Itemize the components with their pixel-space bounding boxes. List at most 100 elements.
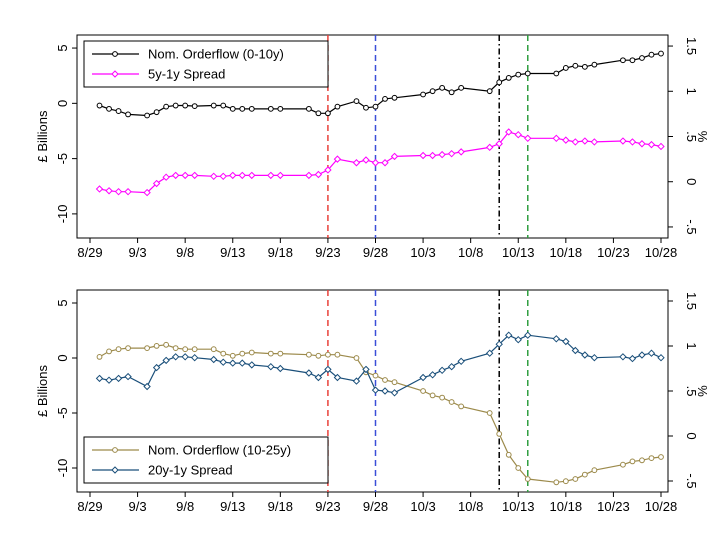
x-tick-label: 9/8 [176, 245, 194, 260]
series-point [629, 458, 636, 465]
series-point [172, 345, 179, 352]
series-point [171, 171, 180, 180]
series-point [248, 105, 255, 112]
series-point [229, 171, 237, 180]
series-point [639, 457, 645, 464]
series-point [333, 155, 342, 163]
series-point [591, 467, 598, 474]
series-point [571, 138, 580, 146]
series-point [144, 345, 151, 352]
series-point [562, 136, 570, 144]
series-point [391, 94, 398, 101]
series-point [381, 159, 389, 167]
legend-marker [111, 466, 119, 474]
series-point [162, 356, 170, 365]
chart-panel-1: 8/29 9/3 9/8 9/13 9/18 9/23 9/28 10/3 10/8 10/13 1… [35, 34, 707, 260]
x-tick-label: 10/13 [502, 245, 535, 260]
series-point [590, 353, 599, 362]
series-point [363, 104, 369, 111]
series-point [619, 137, 627, 145]
legend-label: Nom. Orderflow (10-25y) [148, 443, 291, 458]
series-point [190, 171, 199, 180]
series-point [210, 102, 217, 109]
series-point [229, 352, 236, 359]
series-point [106, 105, 112, 112]
series-line-1 [99, 334, 662, 394]
series-point [419, 151, 427, 160]
y-right-tick-label: .5 [684, 386, 699, 397]
series-point [181, 353, 189, 361]
series-point [447, 149, 456, 158]
series-point [106, 348, 112, 355]
series-point [620, 57, 626, 64]
series-point [248, 349, 255, 356]
series-point [163, 103, 170, 110]
y-left-tick-label: 0 [55, 354, 70, 361]
series-point [305, 171, 313, 180]
series-point [191, 103, 198, 109]
x-tick-label: 9/13 [220, 499, 245, 514]
series-point [96, 354, 103, 360]
series-point [95, 185, 104, 193]
series-point [276, 171, 285, 180]
series-point [562, 337, 570, 346]
series-point [486, 88, 493, 95]
series-point [277, 105, 284, 112]
x-tick-label: 9/28 [363, 245, 388, 260]
x-tick-label: 10/23 [597, 245, 630, 260]
series-point [305, 105, 312, 112]
series-point [353, 98, 360, 105]
series-point [657, 353, 665, 362]
x-tick-label: 9/3 [129, 499, 147, 514]
series-point [628, 138, 637, 146]
series-point [382, 96, 388, 102]
series-point [591, 61, 598, 68]
series-point [181, 171, 189, 180]
x-tick-label: 9/23 [315, 499, 340, 514]
series-point [505, 451, 512, 458]
series-point [619, 353, 627, 361]
series-point [562, 65, 569, 71]
series-point [163, 341, 170, 348]
series-point [124, 372, 132, 381]
series-line-0 [99, 344, 662, 483]
series-point [105, 187, 113, 195]
series-point [315, 110, 322, 117]
legend-marker [112, 447, 118, 453]
x-tick-label: 10/3 [410, 499, 435, 514]
y-left-tick-label: 5 [55, 299, 70, 306]
series-point [524, 134, 532, 143]
legend-label: Nom. Orderflow (0-10y) [148, 47, 284, 62]
series-point [191, 346, 198, 353]
series-point [590, 138, 599, 146]
series-point [429, 392, 436, 399]
series-point [182, 102, 189, 109]
series-point [562, 478, 569, 485]
series-point [171, 353, 180, 361]
x-tick-label: 10/3 [410, 245, 435, 260]
series-point [229, 359, 237, 367]
series-point [514, 335, 522, 344]
series-point [552, 335, 561, 343]
series-point [553, 70, 560, 77]
y-left-axis-title: £ Billions [35, 110, 50, 163]
series-point [152, 179, 161, 188]
series-line-0 [99, 53, 662, 117]
series-point [648, 455, 655, 462]
series-point [219, 358, 227, 366]
series-point [552, 134, 561, 143]
series-point [524, 331, 532, 339]
x-tick-label: 8/29 [77, 245, 102, 260]
series-point [115, 108, 122, 114]
x-tick-label: 10/23 [597, 499, 630, 514]
series-point [420, 388, 426, 394]
series-point [325, 110, 331, 117]
series-point [419, 373, 427, 382]
series-point [152, 363, 161, 372]
series-point [305, 369, 313, 377]
x-tick-label: 10/18 [550, 245, 583, 260]
series-point [658, 454, 664, 460]
series-point [210, 172, 218, 181]
series-point [190, 353, 199, 362]
